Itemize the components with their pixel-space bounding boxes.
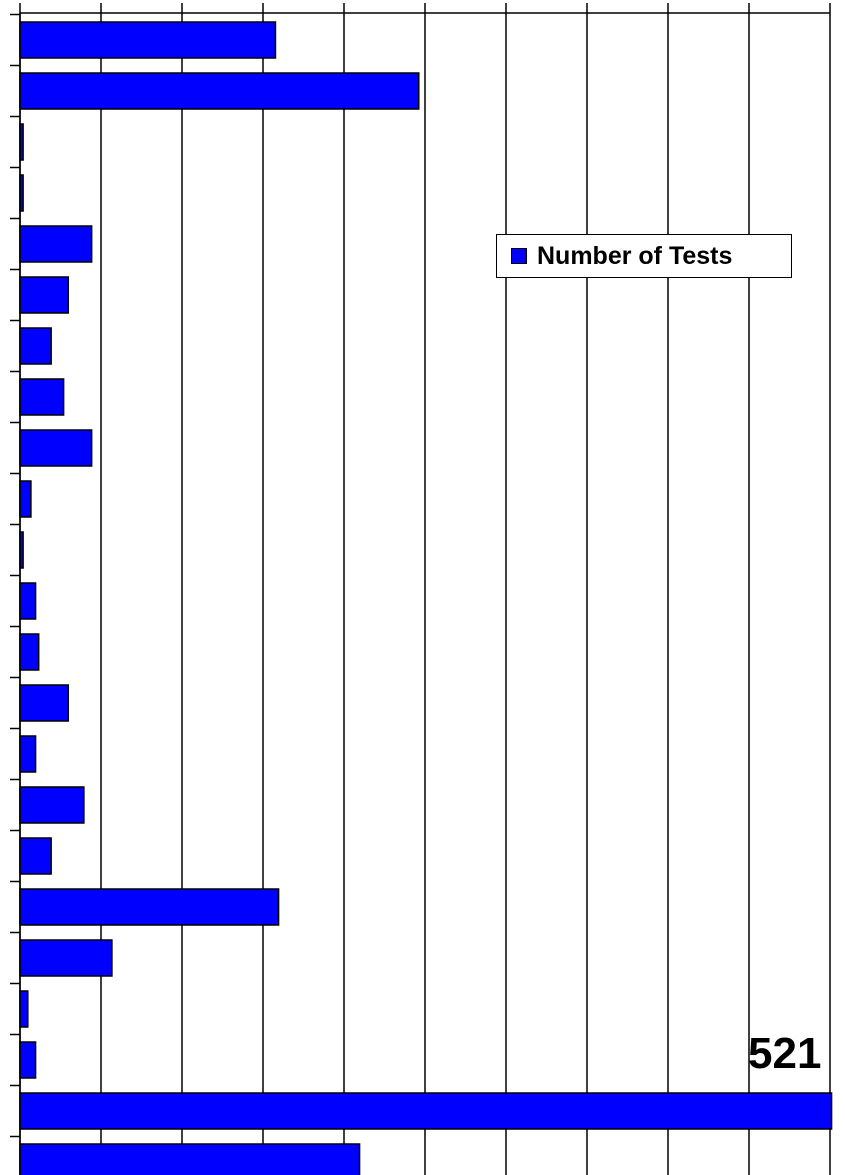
legend: Number of Tests — [496, 234, 792, 278]
bar — [19, 939, 113, 977]
bar — [19, 837, 52, 875]
gridlines — [19, 3, 831, 1175]
data-label-max: 521 — [748, 1029, 822, 1078]
bar — [19, 888, 280, 926]
bar — [19, 735, 37, 773]
bar — [19, 1041, 37, 1079]
bar — [19, 1092, 833, 1130]
bar — [19, 684, 70, 722]
bar — [19, 429, 93, 467]
bar — [19, 633, 40, 671]
bar — [19, 72, 420, 110]
bar — [19, 786, 85, 824]
bar — [19, 225, 93, 263]
bar — [19, 582, 37, 620]
bar — [19, 276, 70, 314]
axes — [10, 12, 830, 1175]
bars — [19, 21, 833, 1175]
bar — [19, 21, 277, 59]
bar — [19, 378, 65, 416]
bar — [19, 480, 32, 518]
bar — [19, 1143, 361, 1175]
bar — [19, 990, 29, 1028]
legend-swatch — [511, 248, 527, 264]
bar — [19, 327, 52, 365]
legend-label: Number of Tests — [537, 241, 733, 270]
